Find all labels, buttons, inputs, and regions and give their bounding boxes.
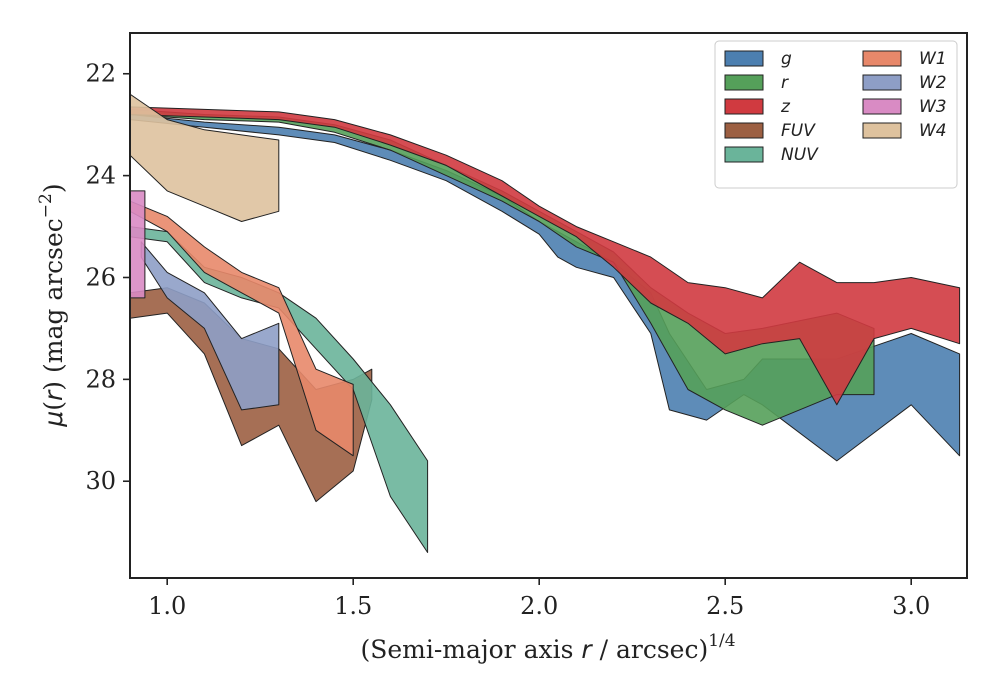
legend-label-r: r [781, 73, 789, 93]
legend-swatch-fuv [724, 122, 764, 139]
legend-swatch-z [724, 98, 764, 115]
legend-swatch-w1 [862, 50, 902, 67]
band-w4 [130, 93, 280, 222]
y-tick-label: 24 [85, 162, 116, 190]
legend-swatch-w3 [862, 98, 902, 115]
legend-label-nuv: NUV [781, 145, 819, 165]
band-w2 [140, 241, 280, 411]
legend-swatch-g [724, 50, 764, 67]
legend-label-z: z [780, 97, 791, 117]
x-tick-label: 1.0 [148, 592, 186, 620]
y-tick-label: 22 [85, 60, 116, 88]
series-areas [130, 93, 961, 553]
x-tick-label: 1.5 [334, 592, 372, 620]
legend: grz FUV NUV W1 W2 W3 W4 [714, 40, 958, 189]
legend-swatch-w2 [862, 74, 902, 91]
y-axis-label: μ(r) (mag arcsec−2) [36, 183, 68, 427]
x-axis-label: (Semi-major axis r / arcsec)1/4 [360, 631, 735, 664]
legend-swatch-r [724, 74, 764, 91]
legend-label-w4: W4 [919, 121, 947, 141]
band-w3 [130, 190, 146, 299]
legend-swatch-nuv [724, 146, 764, 163]
legend-label-w3: W3 [919, 97, 947, 117]
plot-frame [129, 32, 968, 579]
legend-swatch-w4 [862, 122, 902, 139]
legend-label-fuv: FUV [781, 121, 816, 141]
legend-label-w1: W1 [919, 49, 947, 69]
x-tick-label: 2.0 [520, 592, 558, 620]
axis-ticks: 1.0 1.5 2.0 2.5 3.0 22 24 26 28 30 [85, 60, 930, 620]
band-z [130, 106, 961, 406]
legend-label-g: g [781, 49, 792, 69]
band-w1 [130, 200, 354, 457]
y-tick-label: 26 [85, 263, 116, 291]
y-tick-label: 28 [85, 365, 116, 393]
legend-label-w2: W2 [919, 73, 947, 93]
x-tick-label: 3.0 [892, 592, 930, 620]
y-tick-label: 30 [85, 467, 116, 495]
x-tick-label: 2.5 [706, 592, 744, 620]
